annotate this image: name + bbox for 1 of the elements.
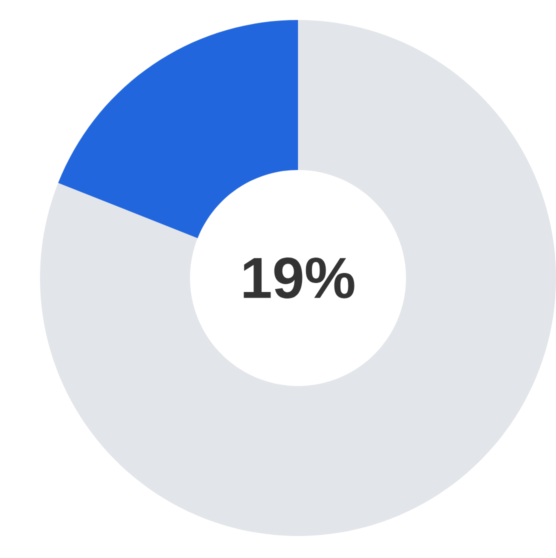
- text: 19%: [244, 258, 354, 298]
